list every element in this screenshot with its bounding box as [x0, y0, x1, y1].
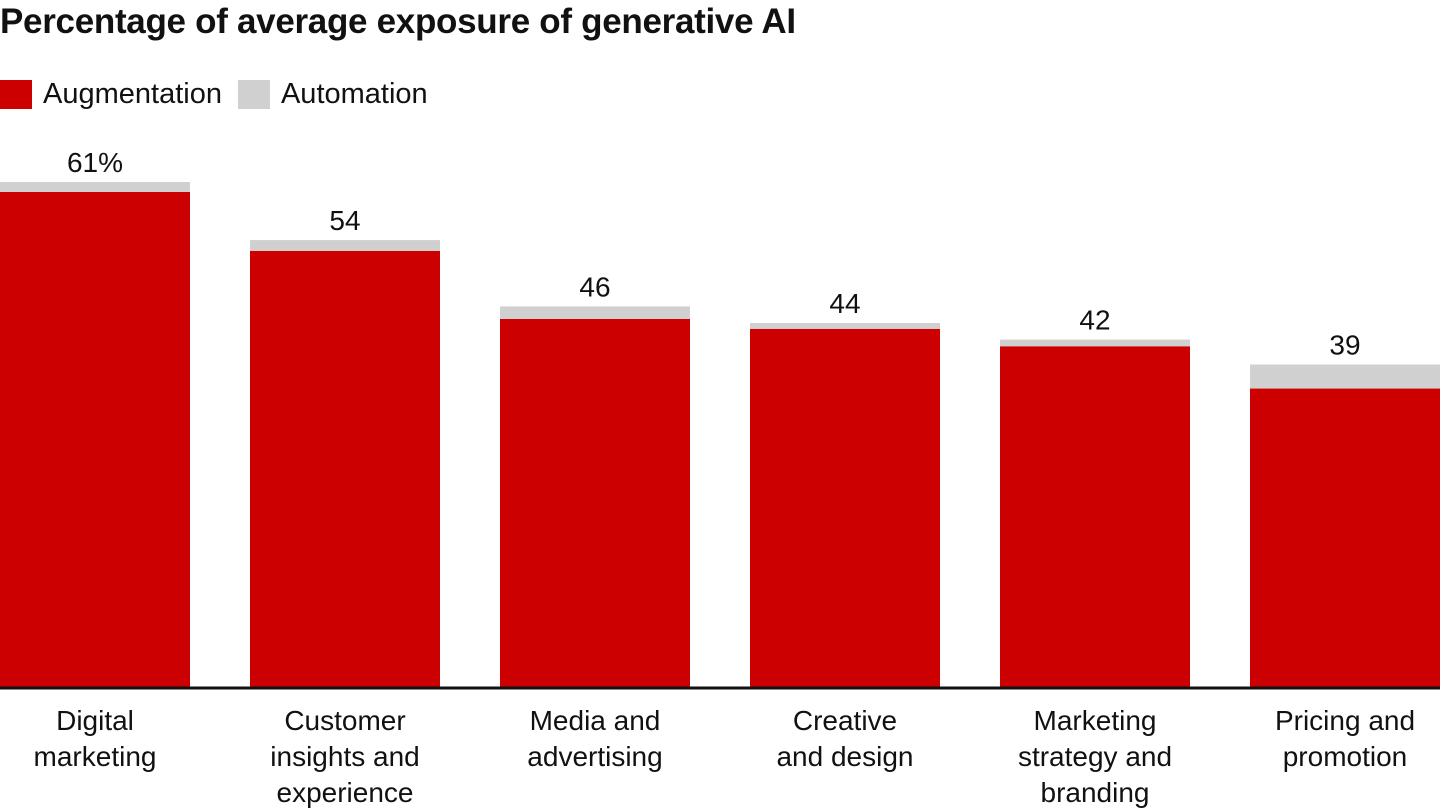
legend-item-augmentation: Augmentation: [0, 78, 222, 111]
legend-label-augmentation: Augmentation: [43, 78, 222, 110]
legend-label-automation: Automation: [280, 78, 428, 110]
bar-augmentation-3: [750, 328, 940, 688]
bar-automation-3: [750, 323, 940, 329]
category-label-1-line-2: experience: [277, 777, 414, 808]
data-label-4: 42: [1079, 305, 1110, 336]
category-label-4-line-2: branding: [1041, 777, 1150, 808]
bar-automation-2: [500, 306, 690, 319]
bar-augmentation-4: [1000, 346, 1190, 688]
category-label-0-line-0: Digital: [56, 705, 134, 736]
chart-title: Percentage of average exposure of genera…: [0, 2, 796, 41]
category-label-5-line-0: Pricing and: [1275, 705, 1415, 736]
category-label-1-line-1: insights and: [270, 741, 419, 772]
bar-augmentation-0: [0, 191, 190, 688]
data-label-5: 39: [1329, 329, 1360, 360]
chart-legend: Augmentation Automation: [0, 78, 444, 111]
bar-automation-4: [1000, 339, 1190, 347]
bar-augmentation-2: [500, 318, 690, 688]
category-label-0-line-1: marketing: [34, 741, 157, 772]
data-label-3: 44: [829, 288, 860, 319]
category-label-5-line-1: promotion: [1283, 741, 1408, 772]
bar-augmentation-5: [1250, 388, 1440, 688]
bar-automation-0: [0, 182, 190, 192]
category-label-1-line-0: Customer: [284, 705, 405, 736]
bar-automation-5: [1250, 364, 1440, 389]
legend-item-automation: Automation: [237, 78, 428, 111]
bar-automation-1: [250, 240, 440, 251]
legend-swatch-automation: [237, 80, 270, 109]
category-label-4-line-1: strategy and: [1018, 741, 1172, 772]
legend-swatch-augmentation: [0, 80, 32, 109]
data-label-1: 54: [329, 205, 360, 236]
category-label-2-line-0: Media and: [530, 705, 661, 736]
data-label-2: 46: [579, 271, 610, 302]
bar-augmentation-1: [250, 250, 440, 688]
category-label-3-line-1: and design: [776, 741, 913, 772]
category-label-4-line-0: Marketing: [1034, 705, 1157, 736]
category-label-3-line-0: Creative: [793, 705, 897, 736]
category-label-2-line-1: advertising: [527, 741, 662, 772]
data-label-0: 61%: [67, 147, 123, 178]
